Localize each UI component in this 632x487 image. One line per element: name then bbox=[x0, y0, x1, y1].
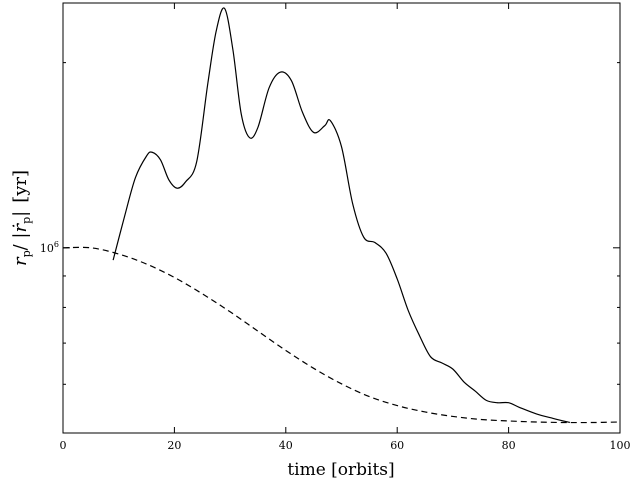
series-layer bbox=[62, 7, 621, 424]
plot-frame bbox=[62, 2, 621, 434]
y-label-mid: / | bbox=[10, 233, 31, 251]
x-tick-label: 40 bbox=[279, 439, 293, 452]
y-label-unit: [yr] bbox=[10, 170, 31, 203]
svg-text:rp/ |ṙp|[yr]: rp/ |ṙp|[yr] bbox=[10, 170, 33, 266]
x-tick-label: 0 bbox=[60, 439, 67, 452]
y-label-r: r bbox=[10, 256, 31, 266]
y-axis-label: rp/ |ṙp|[yr] bbox=[10, 170, 33, 266]
y-label-rdot: ṙ bbox=[10, 223, 31, 233]
y-label-sub2: p bbox=[20, 217, 33, 224]
series-line-dashed bbox=[62, 246, 621, 424]
x-tick-label: 20 bbox=[167, 439, 181, 452]
x-tick-label: 80 bbox=[502, 439, 516, 452]
y-axis-ticks: 106 bbox=[40, 62, 620, 385]
series-line-solid bbox=[112, 7, 571, 424]
y-label-end: | bbox=[10, 211, 31, 217]
x-axis-label: time [orbits] bbox=[287, 460, 394, 480]
x-axis-ticks: 0 20 40 60 80 100 bbox=[60, 3, 631, 452]
x-tick-label: 100 bbox=[610, 439, 631, 452]
y-major-tick-label: 106 bbox=[40, 240, 59, 255]
x-tick-label: 60 bbox=[390, 439, 404, 452]
y-label-sub: p bbox=[20, 250, 33, 257]
